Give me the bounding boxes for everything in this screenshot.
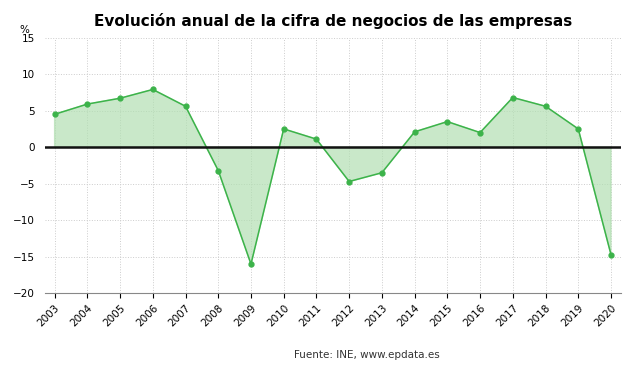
Text: Fuente: INE, www.epdata.es: Fuente: INE, www.epdata.es: [294, 350, 440, 360]
Title: Evolución anual de la cifra de negocios de las empresas: Evolución anual de la cifra de negocios …: [93, 14, 572, 29]
Text: %: %: [19, 25, 29, 35]
